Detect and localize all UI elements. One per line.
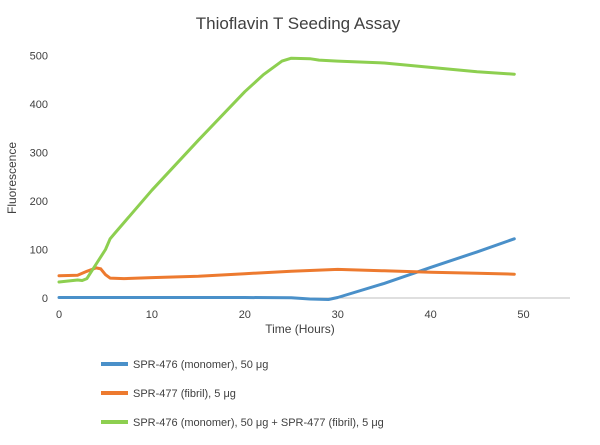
x-tick-label: 50 (517, 309, 529, 321)
legend-label-1: SPR-476 (monomer), 50 μg (133, 359, 268, 371)
y-tick-labels: 0 100 200 300 400 500 (30, 50, 48, 305)
x-tick-label: 40 (425, 309, 437, 321)
x-tick-label: 20 (239, 309, 251, 321)
series-line-2 (57, 266, 516, 281)
x-tick-label: 30 (332, 309, 344, 321)
y-axis-label: Fluorescence (5, 142, 19, 214)
y-tick-label: 400 (30, 99, 48, 111)
legend: SPR-476 (monomer), 50 μg SPR-477 (fibril)… (101, 359, 384, 429)
y-tick-label: 0 (42, 293, 48, 305)
series-line-3 (57, 56, 516, 284)
x-tick-labels: 0 10 20 30 40 50 (56, 309, 530, 321)
series-line-1 (57, 237, 516, 301)
y-tick-label: 200 (30, 196, 48, 208)
x-tick-label: 0 (56, 309, 62, 321)
series-layer (57, 56, 516, 301)
chart-title: Thioflavin T Seeding Assay (196, 14, 401, 33)
y-tick-label: 500 (30, 50, 48, 62)
y-tick-label: 100 (30, 244, 48, 256)
legend-label-2: SPR-477 (fibril), 5 μg (133, 388, 236, 400)
x-tick-label: 10 (146, 309, 158, 321)
y-tick-label: 300 (30, 147, 48, 159)
x-axis-label: Time (Hours) (265, 322, 335, 336)
legend-label-3: SPR-476 (monomer), 50 μg + SPR-477 (fibr… (133, 417, 384, 429)
